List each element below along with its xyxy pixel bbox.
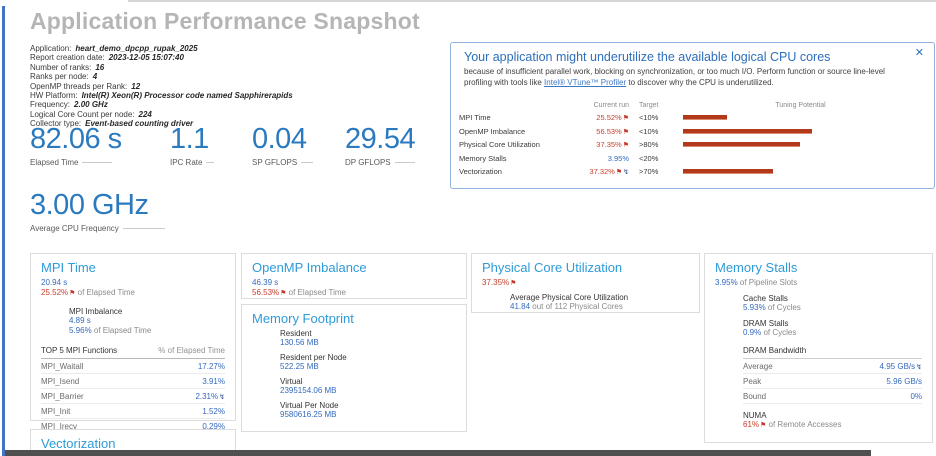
cache-stalls-block: Cache Stalls 5.93% of Cycles: [743, 294, 801, 312]
mf-virtual: Virtual 2395154.06 MB: [280, 377, 337, 395]
left-accent-line: [2, 6, 5, 456]
metric-avg-cpu-frequency: 3.00 GHz Average CPU Frequency: [30, 190, 165, 233]
mpi-time-pct: 25.52%⚑ of Elapsed Time: [41, 288, 136, 297]
label-rule: [206, 162, 215, 163]
numa-block: NUMA 61%⚑ of Remote Accesses: [743, 411, 842, 429]
notification-table-header: Current run Target Tuning Potential: [459, 99, 926, 111]
tuning-potential-bar: [683, 142, 800, 148]
card-title-memory-footprint: Memory Footprint: [252, 311, 354, 326]
trend-icon: ↯: [219, 393, 225, 401]
table-row: MPI_Isend 3.91%: [41, 373, 225, 389]
meta-ranks-per-node: Ranks per node: 4: [30, 72, 98, 82]
openmp-imbalance-pct: 56.53%⚑ of Elapsed Time: [252, 288, 347, 297]
label-rule: [301, 162, 314, 163]
openmp-imbalance-time: 46.39 s: [252, 278, 279, 287]
notif-row-memory-stalls: Memory Stalls 3.95% <20%: [459, 153, 659, 163]
col-current-run: Current run: [593, 101, 629, 109]
card-title-physical-core-utilization: Physical Core Utilization: [482, 260, 623, 275]
notification-title: Your application might underutilize the …: [464, 50, 831, 64]
table-row: Bound 0%: [743, 388, 922, 404]
physical-core-utilization-card: Physical Core Utilization 37.35%⚑ Averag…: [471, 253, 700, 313]
mf-resident: Resident 130.56 MB: [280, 329, 319, 347]
bottom-bar: [5, 450, 871, 456]
openmp-imbalance-card: OpenMP Imbalance 46.39 s 56.53%⚑ of Elap…: [241, 253, 467, 299]
tuning-potential-bar: [683, 169, 773, 175]
flag-icon: ⚑: [622, 142, 629, 150]
notif-row-vectorization: Vectorization 37.32%⚑↯ >70%: [459, 165, 926, 179]
trend-icon: ↯: [623, 169, 629, 177]
table-row: MPI_Init 1.52%: [41, 403, 225, 419]
close-icon[interactable]: ✕: [914, 47, 924, 59]
top-border: [128, 0, 936, 2]
notification-metrics-table: Current run Target Tuning Potential MPI …: [459, 99, 926, 179]
physical-core-pct: 37.35%⚑: [482, 278, 517, 287]
flag-icon: ⚑: [615, 169, 623, 177]
meta-logical-cores: Logical Core Count per node: 224: [30, 109, 152, 119]
card-title-mpi-time: MPI Time: [41, 260, 96, 275]
notif-row-openmp-imbalance: OpenMP Imbalance 56.53%⚑ <10%: [459, 125, 926, 139]
vtune-profiler-link[interactable]: Intel® VTune™ Profiler: [544, 77, 627, 87]
top5-mpi-functions-table: TOP 5 MPI Functions% of Elapsed Time MPI…: [41, 344, 225, 434]
meta-report-date: Report creation date: 2023-12-05 15:07:40: [30, 53, 184, 63]
avg-physical-core-block: Average Physical Core Utilization 41.84 …: [510, 293, 629, 311]
memory-stalls-pct: 3.95% of Pipeline Slots: [715, 278, 798, 287]
dram-stalls-block: DRAM Stalls 0.9% of Cycles: [743, 319, 797, 337]
tuning-potential-bar: [683, 115, 727, 121]
label-rule: [122, 228, 165, 229]
card-title-vectorization: Vectorization: [41, 436, 116, 451]
table-row: MPI_Waitall 17.27%: [41, 358, 225, 374]
metric-elapsed-time: 82.06 s Elapsed Time: [30, 123, 122, 167]
dram-bandwidth-table: Average 4.95 GB/s↯ Peak 5.96 GB/s Bound 0%: [743, 359, 922, 404]
notification-body: because of insufficient parallel work, b…: [464, 67, 885, 87]
card-title-openmp-imbalance: OpenMP Imbalance: [252, 260, 367, 275]
meta-application: Application: heart_demo_dpcpp_rupak_2025: [30, 44, 198, 53]
mpi-time-value: 20.94 s: [41, 278, 68, 287]
col-tuning-potential: Tuning Potential: [775, 101, 826, 109]
dram-bandwidth-block: DRAM Bandwidth Average 4.95 GB/s↯ Peak 5.9…: [743, 346, 922, 404]
flag-icon: ⚑: [622, 128, 629, 136]
notif-row-mpi-time: MPI Time 25.52%⚑ <10%: [459, 111, 926, 125]
metric-sp-gflops: 0.04 SP GFLOPS: [252, 124, 314, 167]
notif-row-physical-core-utilization: Physical Core Utilization 37.35%⚑ >80%: [459, 138, 926, 152]
card-title-memory-stalls: Memory Stalls: [715, 260, 798, 275]
meta-hw-platform: HW Platform: Intel(R) Xeon(R) Processor c…: [30, 91, 293, 101]
trend-icon: ↯: [916, 363, 922, 371]
page-title: Application Performance Snapshot: [30, 8, 420, 34]
metric-ipc-rate: 1.1 IPC Rate: [170, 124, 215, 167]
flag-icon: ⚑: [622, 115, 629, 123]
flag-icon: ⚑: [760, 422, 767, 429]
meta-num-ranks: Number of ranks: 16: [30, 62, 105, 72]
flag-icon: ⚑: [69, 290, 76, 297]
table-row: MPI_Barrier 2.31%↯: [41, 388, 225, 404]
flag-icon: ⚑: [510, 280, 517, 287]
mpi-time-card: MPI Time 20.94 s 25.52%⚑ of Elapsed Time…: [30, 253, 236, 434]
mf-virtual-per-node: Virtual Per Node 9580616.25 MB: [280, 401, 339, 419]
mpi-imbalance-block: MPI Imbalance 4.89 s 5.96% of Elapsed Ti…: [69, 307, 152, 335]
flag-icon: ⚑: [280, 290, 287, 297]
label-rule: [82, 162, 113, 163]
meta-collector-type: Collector type: Event-based counting driv…: [30, 119, 194, 129]
metadata-block: Application: heart_demo_dpcpp_rupak_2025 …: [30, 44, 293, 129]
meta-frequency: Frequency: 2.00 GHz: [30, 100, 108, 110]
meta-openmp-threads: OpenMP threads per Rank: 12: [30, 81, 141, 91]
tuning-potential-bar: [683, 128, 812, 134]
memory-stalls-card: Memory Stalls 3.95% of Pipeline Slots Ca…: [704, 253, 933, 443]
metric-dp-gflops: 29.54 DP GFLOPS: [345, 123, 416, 167]
memory-footprint-card: Memory Footprint Resident 130.56 MB Resid…: [241, 304, 467, 432]
mf-resident-per-node: Resident per Node 522.25 MB: [280, 353, 347, 371]
label-rule: [394, 162, 415, 163]
col-target: Target: [639, 101, 659, 109]
cpu-underutilization-notification: Your application might underutilize the …: [450, 42, 935, 189]
table-row: Peak 5.96 GB/s: [743, 373, 922, 389]
table-row: Average 4.95 GB/s↯: [743, 359, 922, 374]
